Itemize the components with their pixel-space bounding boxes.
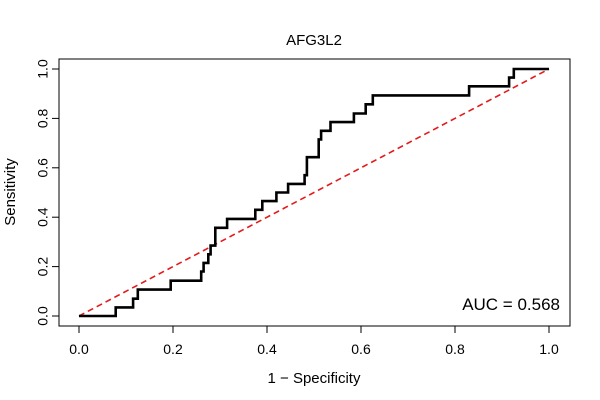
auc-label: AUC = 0.568 bbox=[462, 295, 560, 314]
x-tick-label: 0.8 bbox=[445, 341, 465, 357]
y-tick-label: 0.2 bbox=[35, 257, 51, 277]
x-axis: 0.0 0.2 0.4 0.6 0.8 1.0 bbox=[69, 325, 559, 357]
x-tick-label: 1.0 bbox=[539, 341, 559, 357]
y-tick-label: 0.6 bbox=[35, 158, 51, 178]
y-tick-label: 1.0 bbox=[35, 59, 51, 79]
y-tick-label: 0.8 bbox=[35, 108, 51, 128]
y-tick-label: 0.4 bbox=[35, 207, 51, 227]
y-axis: 0.0 0.2 0.4 0.6 0.8 1.0 bbox=[35, 59, 60, 326]
y-tick-label: 0.0 bbox=[35, 306, 51, 326]
series-layer bbox=[78, 67, 550, 318]
x-tick-label: 0.4 bbox=[257, 341, 277, 357]
x-tick-label: 0.0 bbox=[69, 341, 89, 357]
roc-curve-line bbox=[79, 67, 549, 318]
chart-title: AFG3L2 bbox=[286, 32, 342, 49]
y-axis-label: Sensitivity bbox=[2, 158, 19, 226]
x-tick-label: 0.6 bbox=[351, 341, 371, 357]
reference-diagonal-line bbox=[78, 68, 550, 317]
x-tick-label: 0.2 bbox=[163, 341, 183, 357]
x-axis-label: 1 − Specificity bbox=[268, 370, 361, 387]
